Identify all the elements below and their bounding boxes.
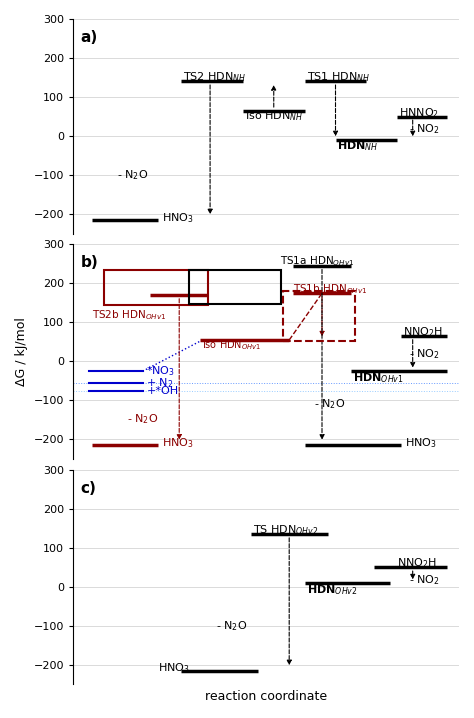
Text: HNO$_3$: HNO$_3$ (158, 661, 190, 675)
Text: HNO$_3$: HNO$_3$ (162, 211, 194, 225)
Text: Iso HDN$_{OHv1}$: Iso HDN$_{OHv1}$ (202, 337, 262, 352)
Text: HDN$_{NH}$: HDN$_{NH}$ (337, 139, 379, 153)
Text: +*OH: +*OH (146, 386, 179, 396)
Text: - N$_2$O: - N$_2$O (118, 168, 149, 182)
Text: - NO$_2$: - NO$_2$ (409, 573, 440, 587)
Text: TS1b HDN$_{OHv1}$: TS1b HDN$_{OHv1}$ (293, 282, 368, 297)
Text: TS HDN$_{OHv2}$: TS HDN$_{OHv2}$ (253, 523, 318, 537)
Text: NNO$_2$H: NNO$_2$H (403, 325, 443, 339)
Y-axis label: ΔG / kJ/mol: ΔG / kJ/mol (15, 317, 28, 386)
Bar (283, 292, 355, 341)
Text: - NO$_2$: - NO$_2$ (409, 348, 440, 361)
Text: NNO$_2$H: NNO$_2$H (397, 556, 438, 570)
Text: b): b) (81, 255, 99, 270)
Text: TS2b HDN$_{OHv1}$: TS2b HDN$_{OHv1}$ (92, 308, 167, 322)
Text: - N$_2$O: - N$_2$O (216, 619, 247, 633)
Text: TS1a HDN$_{OHv1}$: TS1a HDN$_{OHv1}$ (280, 254, 354, 268)
Text: TS1 HDN$_{NH}$: TS1 HDN$_{NH}$ (307, 70, 370, 85)
Text: HDN$_{OHv2}$: HDN$_{OHv2}$ (307, 583, 357, 597)
Text: HDN$_{OHv1}$: HDN$_{OHv1}$ (353, 371, 404, 385)
Text: - N$_2$O: - N$_2$O (127, 412, 158, 426)
Bar (189, 270, 282, 304)
Text: HNO$_3$: HNO$_3$ (162, 437, 194, 450)
Text: *NO$_3$: *NO$_3$ (146, 364, 175, 378)
Text: c): c) (81, 480, 97, 495)
Text: HNNO$_2$: HNNO$_2$ (399, 106, 439, 119)
Bar (104, 270, 208, 305)
Text: + N$_2$: + N$_2$ (146, 376, 174, 390)
Text: - NO$_2$: - NO$_2$ (409, 122, 440, 136)
Text: HNO$_3$: HNO$_3$ (405, 437, 437, 450)
Text: TS2 HDN$_{NH}$: TS2 HDN$_{NH}$ (183, 70, 246, 85)
Text: Iso HDN$_{NH}$: Iso HDN$_{NH}$ (245, 109, 303, 123)
Text: - N$_2$O: - N$_2$O (314, 398, 346, 411)
X-axis label: reaction coordinate: reaction coordinate (205, 690, 327, 703)
Text: a): a) (81, 29, 98, 45)
